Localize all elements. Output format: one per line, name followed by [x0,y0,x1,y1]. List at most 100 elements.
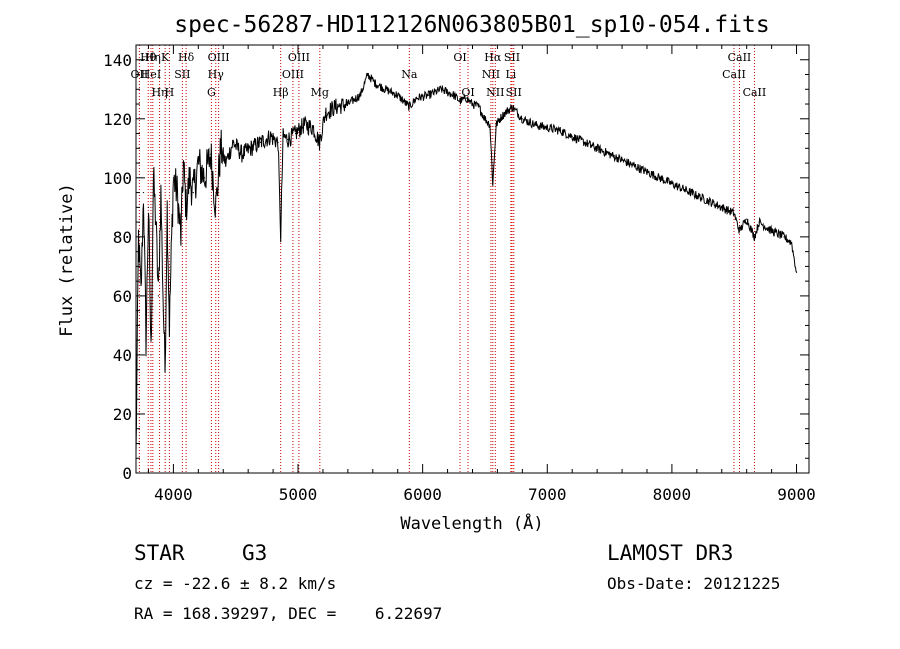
data-point [168,324,171,327]
data-point [440,88,442,90]
redshift-text: cz = -22.6 ± 8.2 km/s [134,574,336,593]
line-marker-label: NII [482,68,500,81]
y-tick-label: 0 [122,464,132,483]
line-marker-label: OIII [288,51,310,64]
data-point [145,339,147,341]
data-point [164,369,166,371]
plot-frame [135,44,810,474]
data-point [303,124,305,126]
data-point [203,177,206,179]
data-point [225,162,227,164]
data-point [621,159,623,161]
series-line-spectrum [135,72,797,452]
data-point [347,103,349,105]
line-marker-label: Hα [484,51,502,64]
line-marker-label: OIII [208,51,230,64]
x-axis-label: Wavelength (Å) [400,512,543,534]
data-point [215,206,217,208]
line-marker-label: HeI [141,68,161,81]
data-point [492,183,494,185]
x-tick-label: 9000 [777,485,816,504]
y-axis-label: Flux (relative) [57,183,77,337]
line-marker-label: SII [504,51,520,64]
data-point [152,177,155,179]
line-marker-label: G [207,86,216,99]
data-point [232,141,234,144]
object-subclass: G3 [242,541,267,565]
data-point [334,106,337,108]
data-point [166,206,168,208]
data-point [696,194,698,197]
data-point [367,73,369,76]
data-point [241,153,243,155]
data-point [571,135,573,138]
data-point [546,127,548,129]
y-tick-label: 40 [113,346,132,365]
data-point [280,236,282,238]
data-point [415,97,418,99]
spectral-line-markers [138,45,755,473]
data-point [182,162,184,164]
data-point [162,310,165,312]
line-marker-label: CaII [728,51,752,64]
data-point [783,236,785,238]
data-point [428,94,430,96]
data-point [359,94,361,96]
data-point [499,118,501,120]
line-marker-label: Hθ [140,51,157,64]
x-tick-label: 6000 [403,485,442,504]
data-point [294,132,297,135]
data-point [180,236,182,238]
data-point [738,230,741,232]
data-point [287,138,289,141]
y-tick-label: 140 [103,51,132,70]
data-point [282,135,284,138]
data-point [771,230,773,232]
x-axis: 4000 5000 6000 7000 8000 9000 [147,45,816,504]
data-point [197,162,199,164]
line-marker-label: OIII [282,68,304,81]
data-point [172,177,174,179]
data-point [150,354,152,356]
data-point [753,236,756,238]
chart-title: spec-56287-HD112126N063805B01_sp10-054.f… [174,12,769,38]
data-point [185,206,187,208]
line-marker-label: CaII [743,86,767,99]
data-point [318,141,321,144]
line-marker-label: SII [506,86,522,99]
data-point [192,191,194,194]
data-point [721,206,723,208]
data-point [559,130,561,132]
line-marker-label: Hγ [208,68,225,81]
x-tick-label: 7000 [528,485,567,504]
data-point [277,141,279,144]
data-point [157,295,160,297]
line-marker-label: NII [486,86,504,99]
data-point [758,221,760,223]
data-point [250,147,252,149]
data-point [397,94,399,96]
data-point [646,171,648,173]
data-point [465,97,467,99]
data-point [408,106,410,108]
y-tick-label: 120 [103,110,132,129]
data-point [534,124,536,126]
data-point [384,88,386,90]
data-point [147,206,150,208]
data-point [683,189,685,191]
y-tick-label: 80 [113,228,132,247]
data-point [504,112,506,114]
data-point [495,124,497,126]
y-axis: 0 20 40 60 80 100 120 140 [103,51,809,483]
line-marker-label: Hη [145,51,161,64]
data-point [270,135,272,138]
data-point [790,242,793,244]
data-point [324,112,327,114]
line-marker-label: Mg [311,86,329,99]
data-point [608,153,611,155]
line-marker-label: Hη [151,86,167,99]
data-point [633,165,636,167]
data-point [188,177,191,179]
